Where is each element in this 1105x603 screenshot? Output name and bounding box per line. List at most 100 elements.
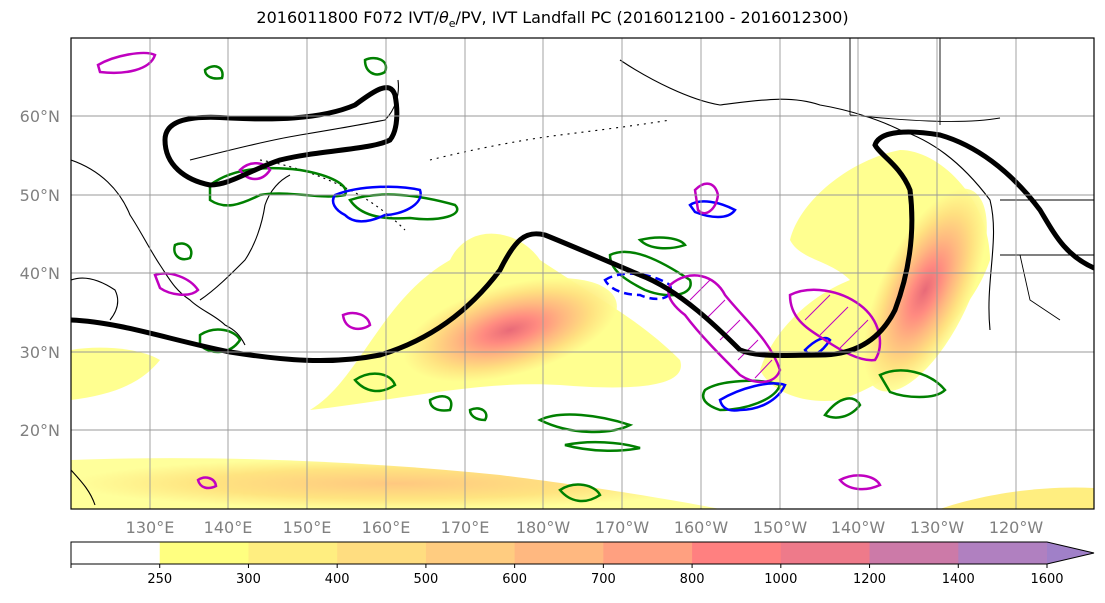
aleutian-islands: [429, 119, 671, 161]
theta-contour-far-north: [96, 51, 157, 75]
title-pre: 2016011800 F072 IVT/: [256, 8, 439, 27]
colorbar-segment: [692, 542, 782, 564]
lon-label: 150°W: [753, 518, 808, 537]
colorbar-segment: [958, 542, 1048, 564]
lat-label: 50°N: [20, 186, 60, 205]
hatch-line: [754, 359, 773, 379]
hatch-line: [804, 294, 831, 321]
lon-label: 140°E: [204, 518, 253, 537]
ivt-plume-west-core: [403, 278, 617, 382]
coast-japan: [199, 174, 291, 301]
lat-label: 60°N: [20, 107, 60, 126]
pv-contour-siberia: [363, 56, 388, 76]
lon-label: 120°W: [989, 518, 1044, 537]
ivt-shading: [71, 150, 1094, 509]
hatch-line: [819, 306, 849, 336]
pv-neg-contour-north: [331, 185, 422, 223]
pv-neg-contour-south: [718, 382, 787, 412]
colorbar-tick-label: 700: [591, 572, 616, 587]
lon-label: 170°W: [595, 518, 650, 537]
colorbar-segment: [780, 542, 871, 564]
colorbar-tick-label: 500: [413, 572, 438, 587]
hatch-line: [689, 279, 711, 301]
map-frame: [70, 37, 1095, 510]
lon-label: 170°E: [441, 518, 490, 537]
pv-contour-west-ocean-3: [468, 407, 488, 422]
colorbar: 250 300 400 500 600 700 800 1000 1200 1400 1600: [70, 541, 1095, 587]
jet-contour-north-loop: [162, 85, 400, 188]
ivt-patch-southwest: [71, 347, 160, 400]
colorbar-segment: [71, 542, 161, 564]
colorbar-outline: [70, 541, 1095, 565]
lon-label: 160°E: [362, 518, 411, 537]
colorbar-segment: [603, 542, 693, 564]
lat-label: 30°N: [20, 343, 60, 362]
title-theta: θ: [438, 8, 449, 27]
ivt-band-southeast: [940, 487, 1094, 509]
colorbar-tick-label: 1400: [942, 572, 975, 587]
pv-contour-west-ocean: [353, 372, 397, 393]
colorbar-segment: [159, 542, 250, 564]
colorbar-segment: [337, 542, 427, 564]
political-borders: [849, 38, 1094, 321]
colorbar-segment: [869, 542, 959, 564]
pv-contour-west-ocean-2: [428, 395, 453, 412]
jet-contours: [71, 85, 1094, 364]
pv-contour-east-south: [823, 397, 862, 419]
lon-label: 140°W: [831, 518, 886, 537]
pv-contour-north-central: [637, 236, 688, 250]
theta-contour-south-east: [838, 474, 882, 491]
colorbar-tick-label: 300: [236, 572, 261, 587]
colorbar-extend-arrow: [1047, 542, 1094, 564]
coast-korea: [71, 277, 119, 321]
pv-neg-contour-gulf: [688, 200, 737, 219]
pv-contour-south-2: [564, 440, 641, 452]
lon-label: 130°E: [126, 518, 175, 537]
chart-title: 2016011800 F072 IVT/θe/PV, IVT Landfall …: [0, 8, 1105, 30]
colorbar-segments: [71, 542, 1094, 564]
theta-contour-southwest: [196, 476, 218, 490]
coast-asia-mainland: [71, 159, 246, 346]
theta-contours: [96, 51, 882, 491]
pv-contour-central: [608, 250, 692, 297]
hatch-line: [839, 319, 869, 349]
pv-contour-korea: [173, 242, 193, 261]
jet-contour-main: [71, 129, 1094, 364]
ivt-plume-east-core: [863, 188, 987, 392]
pv-contour-east: [878, 369, 947, 399]
colorbar-ticks: 250 300 400 500 600 700 800 1000 1200 1400 1600: [70, 564, 1064, 587]
colorbar-tick-label: 400: [325, 572, 350, 587]
colorbar-tick-label: 1600: [1030, 572, 1063, 587]
theta-contour-kamchatka: [238, 162, 272, 181]
ivt-band-south: [71, 458, 720, 509]
colorbar-tick-label: 600: [502, 572, 527, 587]
colorbar-tick-label: 250: [147, 572, 172, 587]
theta-contour-east-plume: [788, 288, 882, 362]
theta-contour-korea: [153, 272, 200, 296]
lat-label: 40°N: [20, 264, 60, 283]
colorbar-tick-label: 1200: [853, 572, 886, 587]
gridlines: [71, 38, 1094, 509]
pv-contour-far-north: [203, 65, 224, 80]
latitude-labels: 60°N 50°N 40°N 30°N 20°N: [20, 107, 60, 440]
colorbar-segment: [248, 542, 338, 564]
map-panel: [70, 37, 1095, 510]
theta-contour-central-plume: [667, 274, 782, 384]
colorbar-tick-label: 800: [680, 572, 705, 587]
theta-contour-japan: [341, 311, 372, 331]
longitude-labels: 130°E 140°E 150°E 160°E 170°E 180°W 170°…: [126, 518, 1044, 537]
colorbar-segment: [514, 542, 604, 564]
colorbar-segment: [425, 542, 516, 564]
colorbar-tick-label: 1000: [764, 572, 797, 587]
pv-contour-south-3: [558, 483, 602, 503]
coast-philippines: [71, 469, 96, 506]
title-theta-subscript: e: [448, 17, 456, 31]
lon-label: 130°W: [910, 518, 965, 537]
lon-label: 150°E: [283, 518, 332, 537]
pv-contour-south-central: [701, 379, 782, 412]
lon-label: 180°W: [516, 518, 571, 537]
lon-label: 160°W: [674, 518, 729, 537]
title-post: /PV, IVT Landfall PC (2016012100 - 20160…: [455, 8, 849, 27]
lat-label: 20°N: [20, 421, 60, 440]
